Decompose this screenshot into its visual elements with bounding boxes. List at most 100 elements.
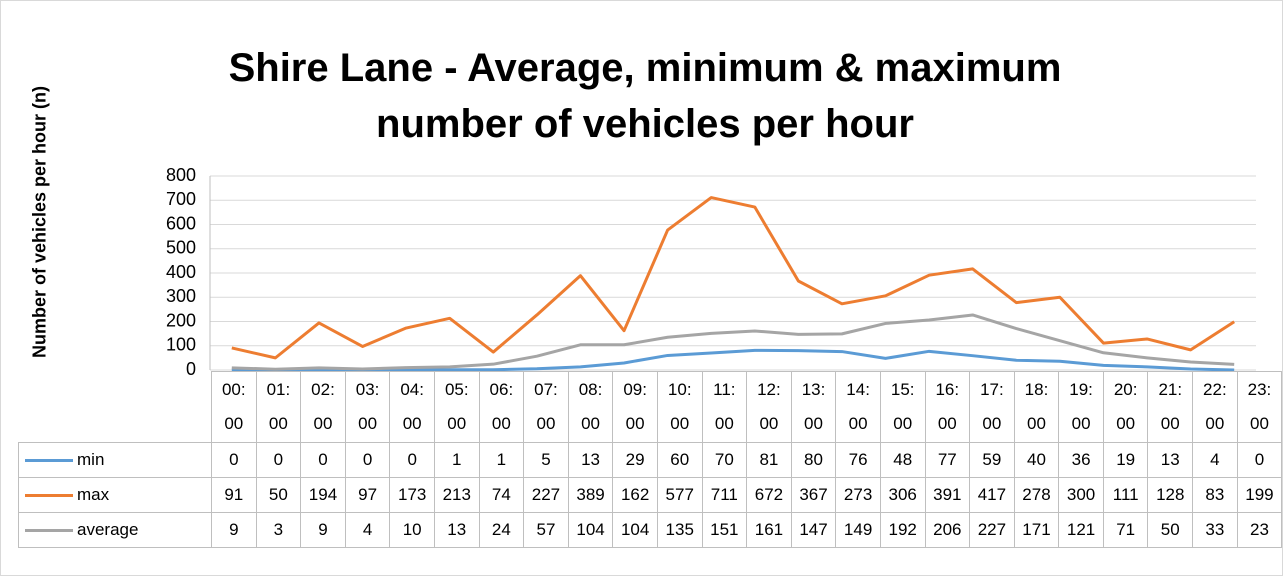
data-label: 4	[1192, 442, 1238, 478]
data-label: 13	[567, 442, 614, 478]
x-tick-label: 06:00	[478, 371, 525, 443]
data-label: 76	[835, 442, 881, 478]
data-label: 0	[1236, 442, 1283, 478]
data-label: 71	[1102, 512, 1149, 548]
data-label: 1	[478, 442, 525, 478]
data-label: 577	[656, 477, 703, 513]
series-line	[231, 196, 1236, 360]
data-label: 0	[211, 442, 257, 478]
data-label: 278	[1013, 477, 1060, 513]
x-tick-label: 19:00	[1058, 371, 1104, 443]
x-tick-label: 02:00	[300, 371, 346, 443]
data-label: 199	[1236, 477, 1283, 513]
data-label: 0	[389, 442, 435, 478]
y-tick-label: 500	[166, 238, 196, 258]
y-tick-label: 200	[166, 310, 196, 330]
data-label: 306	[879, 477, 926, 513]
data-label: 97	[344, 477, 391, 513]
data-label: 70	[701, 442, 748, 478]
y-tick-label: 300	[166, 286, 196, 306]
data-label: 149	[835, 512, 881, 548]
x-tick-label: 23:00	[1236, 371, 1283, 443]
data-label: 24	[478, 512, 525, 548]
x-tick-label: 14:00	[835, 371, 881, 443]
data-label: 50	[255, 477, 302, 513]
y-tick-label: 100	[166, 335, 196, 355]
x-tick-label: 09:00	[612, 371, 658, 443]
legend-swatch	[25, 494, 73, 498]
data-label: 104	[612, 512, 658, 548]
y-tick-label: 700	[166, 189, 196, 209]
data-label: 9	[300, 512, 346, 548]
data-label: 5	[523, 442, 569, 478]
data-label: 151	[701, 512, 748, 548]
data-label: 36	[1058, 442, 1104, 478]
data-label: 13	[1147, 442, 1194, 478]
legend-entry: min	[18, 442, 212, 478]
y-tick-label: 0	[186, 359, 196, 379]
x-tick-label: 21:00	[1147, 371, 1194, 443]
data-label: 173	[389, 477, 435, 513]
x-tick-label: 08:00	[567, 371, 614, 443]
legend-entry: max	[18, 477, 212, 513]
data-label: 48	[879, 442, 926, 478]
x-tick-label: 13:00	[790, 371, 837, 443]
legend-swatch	[25, 529, 73, 533]
x-tick-label: 17:00	[969, 371, 1015, 443]
data-label: 227	[523, 477, 569, 513]
legend-swatch	[25, 459, 73, 463]
data-label: 367	[790, 477, 837, 513]
data-label: 4	[344, 512, 391, 548]
x-tick-label: 22:00	[1192, 371, 1238, 443]
x-tick-label: 03:00	[344, 371, 391, 443]
data-label: 81	[746, 442, 792, 478]
data-label: 23	[1236, 512, 1283, 548]
data-label: 0	[300, 442, 346, 478]
table-row: max 91 50 194 97 173 213 74 227 389 162 577 711 672 36…	[18, 477, 1283, 513]
data-label: 162	[612, 477, 658, 513]
legend-label: max	[77, 485, 110, 504]
table-header-row: 00:00 01:00 02:00 03:00 04:00 05:00 06:00 07:00…	[18, 371, 1283, 443]
data-label: 83	[1192, 477, 1238, 513]
data-label: 161	[746, 512, 792, 548]
data-label: 711	[701, 477, 748, 513]
table-row: min 0 0 0 0 0 1 1 5 13 29 60 70 81 80 76 48 77 59 40 36 19 13 4…	[18, 442, 1283, 478]
data-label: 672	[746, 477, 792, 513]
data-label: 128	[1147, 477, 1194, 513]
data-label: 1	[433, 442, 480, 478]
data-label: 29	[612, 442, 658, 478]
y-tick-label: 600	[166, 213, 196, 233]
data-label: 77	[924, 442, 971, 478]
data-label: 80	[790, 442, 837, 478]
data-label: 19	[1102, 442, 1149, 478]
y-tick-label: 800	[166, 165, 196, 185]
data-label: 121	[1058, 512, 1104, 548]
x-tick-label: 07:00	[523, 371, 569, 443]
data-label: 111	[1102, 477, 1149, 513]
x-tick-label: 18:00	[1013, 371, 1060, 443]
data-table: 00:00 01:00 02:00 03:00 04:00 05:00 06:00 07:00…	[18, 371, 1283, 548]
x-tick-label: 11:00	[701, 371, 748, 443]
data-label: 40	[1013, 442, 1060, 478]
x-tick-label: 12:00	[746, 371, 792, 443]
data-label: 192	[879, 512, 926, 548]
y-tick-label: 400	[166, 262, 196, 282]
data-label: 74	[478, 477, 525, 513]
x-tick-label: 16:00	[924, 371, 971, 443]
table-row: average 9 3 9 4 10 13 24 57 104 104 135 151 161 147 149…	[18, 512, 1283, 548]
x-tick-label: 00:00	[211, 371, 257, 443]
legend-entry: average	[18, 512, 212, 548]
series-line	[231, 313, 1235, 371]
legend-label: min	[77, 450, 105, 469]
data-label: 50	[1147, 512, 1194, 548]
table-corner	[18, 371, 212, 443]
data-label: 300	[1058, 477, 1104, 513]
data-label: 213	[433, 477, 480, 513]
data-label: 60	[656, 442, 703, 478]
data-label: 57	[523, 512, 569, 548]
data-label: 227	[969, 512, 1015, 548]
data-label: 194	[300, 477, 346, 513]
data-label: 391	[924, 477, 971, 513]
data-label: 273	[835, 477, 881, 513]
